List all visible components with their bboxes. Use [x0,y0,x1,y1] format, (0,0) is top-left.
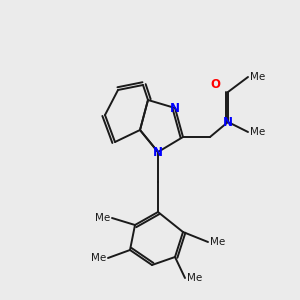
Text: N: N [170,101,180,115]
Text: N: N [223,116,233,128]
Text: Me: Me [210,237,225,247]
Text: Me: Me [250,72,265,82]
Text: Me: Me [187,273,202,283]
Text: Me: Me [95,213,110,223]
Text: Me: Me [250,127,265,137]
Text: N: N [153,146,163,158]
Text: Me: Me [91,253,106,263]
Text: O: O [210,79,220,92]
